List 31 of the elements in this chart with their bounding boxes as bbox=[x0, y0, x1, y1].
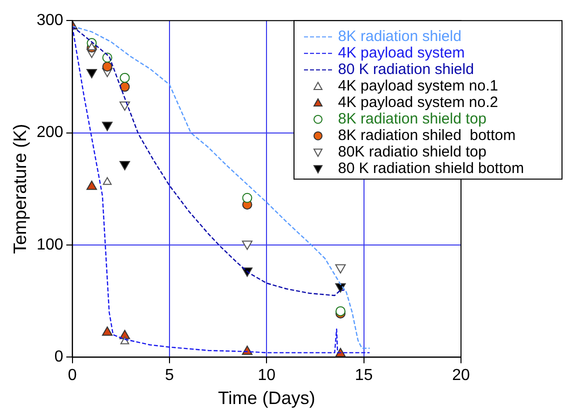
point bbox=[86, 180, 97, 190]
y-tick-label: 0 bbox=[54, 348, 64, 366]
legend-label: 80 K radiation shield bbox=[338, 60, 474, 78]
x-tick-label: 10 bbox=[258, 367, 276, 384]
point bbox=[120, 102, 130, 111]
y-axis-title: Temperature (K) bbox=[10, 124, 30, 254]
legend-label: 4K payload system bbox=[338, 44, 465, 62]
legend-label: 80K radiatio shield top bbox=[338, 143, 486, 160]
legend-label: 4K payload system no.1 bbox=[338, 77, 498, 94]
legend-label: 8K radiation shield bbox=[338, 28, 462, 45]
point bbox=[102, 122, 113, 131]
legend-label: 8K radiation shield top bbox=[338, 110, 486, 128]
legend-label: 4K payload system no.2 bbox=[338, 94, 498, 111]
y-tick-label: 100 bbox=[36, 236, 64, 254]
point bbox=[242, 192, 252, 203]
y-tick-label: 200 bbox=[36, 124, 64, 142]
point bbox=[120, 160, 130, 170]
point bbox=[102, 62, 112, 72]
legend-label: 8K radiation shiled bottom bbox=[338, 126, 516, 144]
point bbox=[102, 177, 112, 185]
point bbox=[102, 326, 113, 336]
x-tick-label: 15 bbox=[354, 367, 373, 384]
x-axis-title: Time (Days) bbox=[218, 388, 316, 408]
x-tick-label: 5 bbox=[165, 367, 174, 384]
point bbox=[86, 68, 97, 78]
x-tick-label: 20 bbox=[452, 367, 470, 384]
point bbox=[120, 82, 130, 92]
y-tick-label: 300 bbox=[36, 12, 64, 30]
x-tick-label: 0 bbox=[68, 367, 77, 384]
legend-label: 80 K radiation shield bottom bbox=[338, 160, 524, 177]
point bbox=[120, 336, 130, 344]
